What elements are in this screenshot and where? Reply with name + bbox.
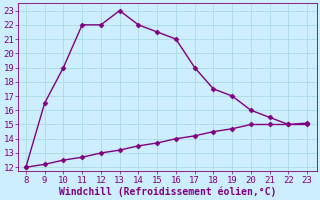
X-axis label: Windchill (Refroidissement éolien,°C): Windchill (Refroidissement éolien,°C) <box>59 186 276 197</box>
